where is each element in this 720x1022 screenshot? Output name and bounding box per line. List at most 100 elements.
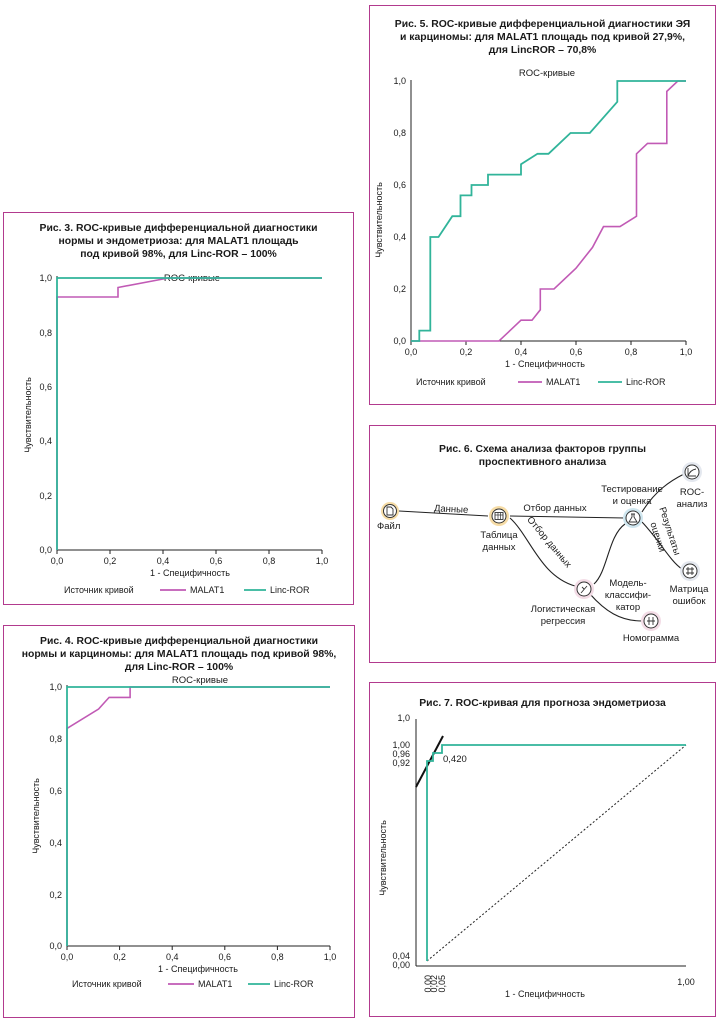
x-tick-label: 0,4 [157, 556, 170, 566]
edge-label-model: Модель- [609, 578, 646, 589]
legend: Источник кривой MALAT1 Linc-ROR [64, 585, 310, 595]
y-tick-label: 0,6 [49, 786, 62, 796]
y-tick-label: 0,04 [392, 951, 410, 961]
y-tick-label: 0,8 [39, 328, 52, 338]
y-tick-label: 0,2 [39, 491, 52, 501]
node-label: Таблица [480, 530, 518, 541]
x-axis: 0,0 0,2 0,4 0,6 0,8 1,0 1 - Специфичност… [51, 549, 329, 578]
edge-table-logreg [509, 517, 576, 587]
lincror-curve [411, 80, 686, 342]
reference-diagonal [426, 744, 687, 962]
node-roc[interactable]: ROC- анализ [676, 462, 708, 510]
node-nomogram[interactable]: Номограмма [623, 611, 680, 644]
figure-6-title: Рис. 6. Схема анализа факторов группы пр… [370, 443, 715, 469]
x-tick-label: 0,00 [423, 975, 433, 993]
connectors [398, 473, 685, 622]
x-tick-label: 0,8 [263, 556, 276, 566]
matrix-icon [686, 567, 694, 575]
y-tick-label: 1,0 [49, 682, 62, 692]
x-tick-label: 1,0 [324, 952, 337, 962]
figure-5-panel: Рис. 5. ROC-кривые дифференциальной диаг… [369, 5, 716, 405]
figure-7-chart: 1,0 1,00 0,96 0,92 0,04 0,00 Чувствитель… [378, 713, 695, 999]
edge-label-select: Отбор данных [523, 503, 587, 514]
edge-testing-matrix [641, 521, 683, 570]
node-testing[interactable]: Тестирование и оценка [601, 484, 663, 528]
x-tick-label: 0,8 [625, 347, 638, 357]
x-axis: 0,00 0,02 0,05 1,00 1 - Специфичность [416, 965, 695, 999]
figure-7-title-line: Рис. 7. ROC-кривая для прогноза эндометр… [419, 698, 666, 709]
y-axis: 1,0 0,8 0,6 0,4 0,2 0,0 Чувствительность [23, 273, 58, 555]
lincror-curve [66, 686, 330, 946]
x-tick-label: 0,2 [104, 556, 117, 566]
y-tick-label: 0,00 [392, 960, 410, 970]
node-logistic-regression[interactable]: Логистическая регрессия [531, 579, 595, 627]
y-tick-label: 0,92 [392, 758, 410, 768]
figure-6-panel: Рис. 6. Схема анализа факторов группы пр… [369, 425, 716, 663]
node-label: анализ [676, 499, 707, 510]
x-tick-label: 1,0 [680, 347, 693, 357]
edge-label-data: Данные [434, 503, 469, 516]
legend-label-lincror: Linc-ROR [626, 377, 666, 387]
x-axis-label: 1 - Специфичность [150, 568, 230, 578]
edge-file-table [398, 510, 489, 517]
legend-title: Источник кривой [416, 377, 486, 387]
figure-6-diagram: Файл Таблица данных Тестирование и оценк… [377, 462, 709, 644]
file-icon [386, 506, 394, 516]
node-confusion-matrix[interactable]: Матрица ошибок [670, 561, 709, 607]
edge-logreg-testing [593, 523, 626, 585]
figure-5-title-line: Рис. 5. ROC-кривые дифференциальной диаг… [394, 19, 691, 30]
figure-3-title-line: Рис. 3. ROC-кривые дифференциальной диаг… [39, 223, 318, 234]
figure-3-title-line: под кривой 98%, для Linc-ROR – 100% [80, 249, 277, 260]
table-icon [494, 512, 504, 520]
y-tick-label: 0,6 [39, 382, 52, 392]
x-tick-label: 0,6 [570, 347, 583, 357]
roc-curve [426, 744, 686, 961]
legend: Источник кривой MALAT1 Linc-ROR [72, 979, 314, 989]
malat1-curve [411, 80, 686, 342]
node-label: ROC- [680, 487, 704, 498]
figure-4-title-line: для Linc-ROR – 100% [124, 662, 234, 673]
figure-3-chart: ROC-кривые 1,0 0,8 0,6 0,4 0,2 0,0 Чувст… [23, 273, 329, 595]
malat1-curve [66, 686, 330, 946]
y-axis-label: Чувствительность [31, 778, 41, 854]
nomogram-icon [647, 617, 655, 625]
y-tick-label: 0,96 [392, 749, 410, 759]
x-tick-label: 0,6 [219, 952, 232, 962]
node-label: регрессия [541, 616, 586, 627]
node-file[interactable]: Файл [377, 502, 400, 532]
x-tick-label: 0,6 [210, 556, 223, 566]
x-tick-label: 1,0 [316, 556, 329, 566]
y-axis: 1,0 1,00 0,96 0,92 0,04 0,00 Чувствитель… [378, 713, 417, 970]
y-tick-label: 0,4 [39, 436, 52, 446]
y-tick-label: 0,0 [393, 336, 406, 346]
x-axis-label: 1 - Специфичность [505, 989, 585, 999]
node-label: и оценка [613, 496, 652, 507]
y-axis-label: Чувствительность [378, 820, 388, 896]
y-tick-label: 0,8 [393, 128, 406, 138]
figure-3-title: Рис. 3. ROC-кривые дифференциальной диаг… [4, 222, 353, 261]
x-axis-label: 1 - Специфичность [158, 964, 238, 974]
threshold-label: 0,420 [443, 754, 467, 765]
roc-icon [687, 468, 697, 477]
legend-label-malat1: MALAT1 [546, 377, 580, 387]
node-label: Матрица [670, 584, 709, 595]
node-label: Тестирование [601, 484, 663, 495]
node-data-table[interactable]: Таблица данных [480, 506, 518, 553]
legend-label-lincror: Linc-ROR [270, 585, 310, 595]
chart-title: ROC-кривые [519, 68, 575, 79]
figure-4-title-line: Рис. 4. ROC-кривые дифференциальной диаг… [40, 636, 318, 647]
node-label: Номограмма [623, 633, 680, 644]
regression-icon [580, 585, 588, 594]
legend-label-lincror: Linc-ROR [274, 979, 314, 989]
y-tick-label: 0,4 [393, 232, 406, 242]
y-tick-label: 0,2 [393, 284, 406, 294]
x-tick-label: 0,2 [460, 347, 473, 357]
figure-4-chart: ROC-кривые 1,0 0,8 0,6 0,4 0,2 0,0 Чувст… [31, 675, 337, 989]
node-label: данных [483, 542, 516, 553]
x-axis: 0,0 0,2 0,4 0,6 0,8 1,0 1 - Специфичност… [61, 945, 337, 974]
x-tick-label: 0,0 [405, 347, 418, 357]
legend-label-malat1: MALAT1 [190, 585, 224, 595]
figure-5-title: Рис. 5. ROC-кривые дифференциальной диаг… [370, 18, 715, 57]
figure-4-title: Рис. 4. ROC-кривые дифференциальной диаг… [4, 635, 354, 674]
legend-label-malat1: MALAT1 [198, 979, 232, 989]
